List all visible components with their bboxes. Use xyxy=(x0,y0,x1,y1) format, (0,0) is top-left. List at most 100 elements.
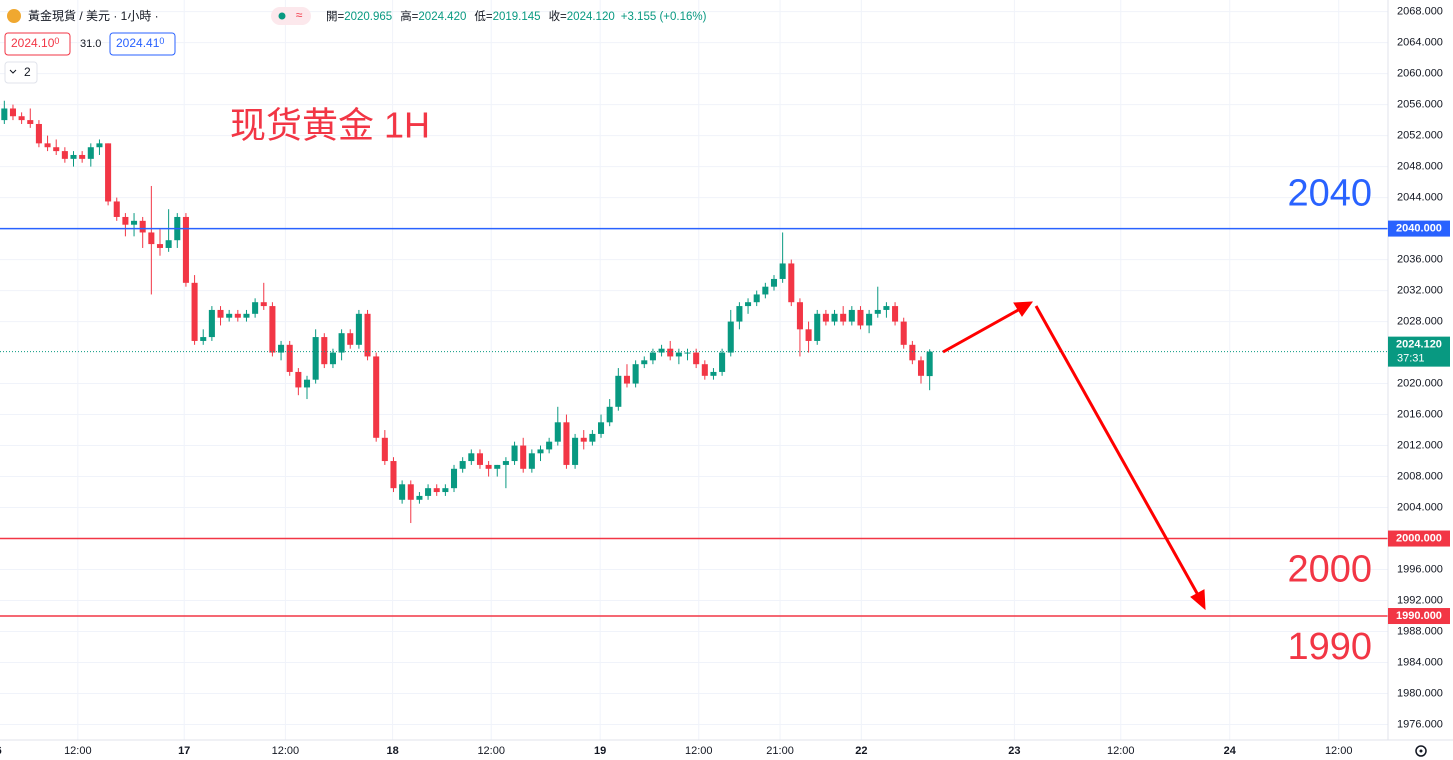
spread: 31.0 xyxy=(80,38,101,50)
candle-body xyxy=(139,220,146,233)
candle-body xyxy=(770,278,778,287)
candle-body xyxy=(874,309,881,314)
settings-button[interactable] xyxy=(1415,745,1427,757)
candle-body xyxy=(909,344,916,361)
x-tick-label: 12:00 xyxy=(477,745,505,757)
ask-main: 2024.41 xyxy=(116,36,160,50)
candle-body xyxy=(27,120,34,124)
y-tick-label: 2048.000 xyxy=(1397,161,1443,173)
candle-body xyxy=(407,484,414,500)
level-label-box xyxy=(1388,530,1450,547)
status-pill[interactable] xyxy=(271,7,311,25)
candle-body xyxy=(502,461,509,465)
chart-title: 现货黄金 1H xyxy=(230,105,430,146)
y-tick-label: 1976.000 xyxy=(1397,718,1443,730)
candle-body xyxy=(355,313,362,345)
x-tick-label: 17 xyxy=(178,745,190,757)
candle-body xyxy=(347,333,354,345)
candle-body xyxy=(191,282,198,341)
last-price-label: 2024.120 xyxy=(1396,339,1442,351)
candle-body xyxy=(719,352,726,372)
candle-body xyxy=(252,302,259,314)
level-label: 1990.000 xyxy=(1396,610,1442,622)
x-tick-label: 18 xyxy=(386,745,398,757)
candle-body xyxy=(745,302,752,307)
y-tick-label: 1984.000 xyxy=(1397,656,1443,668)
candle-body xyxy=(442,488,449,493)
y-tick-label: 2016.000 xyxy=(1397,408,1443,420)
y-tick-label: 1980.000 xyxy=(1397,687,1443,699)
candle-body xyxy=(892,306,899,322)
gear-icon xyxy=(1419,749,1423,753)
x-tick-label: 22 xyxy=(855,745,867,757)
candle-body xyxy=(848,309,855,322)
ask: 2024.410 xyxy=(116,36,164,50)
candle-body xyxy=(753,294,760,303)
arrow-line xyxy=(942,307,1021,354)
candle-body xyxy=(87,147,94,159)
y-tick-label: 2044.000 xyxy=(1397,191,1443,203)
candle-body xyxy=(917,360,925,376)
y-tick-label: 2020.000 xyxy=(1397,377,1443,389)
candle-body xyxy=(606,406,613,423)
candle-body xyxy=(182,216,189,283)
candle-body xyxy=(226,313,233,318)
candle-body xyxy=(546,441,553,450)
candle-body xyxy=(131,220,138,225)
candle-body xyxy=(312,337,319,380)
candle-body xyxy=(450,468,458,489)
candle-body xyxy=(736,306,743,322)
legend-change: +3.155 (+0.16%) xyxy=(621,11,707,23)
x-tick-label: 12:00 xyxy=(1325,745,1353,757)
candle-body xyxy=(217,309,224,318)
candle-body xyxy=(572,437,579,465)
candle-body xyxy=(1,108,8,121)
x-tick-label: 16 xyxy=(0,745,2,757)
y-tick-label: 2064.000 xyxy=(1397,37,1443,49)
candle-body xyxy=(148,232,155,245)
y-tick-label: 1988.000 xyxy=(1397,625,1443,637)
last-price-box xyxy=(1388,336,1450,367)
x-tick-label: 12:00 xyxy=(1107,745,1135,757)
candle-body xyxy=(641,360,648,365)
candle-body xyxy=(866,313,873,326)
candle-body xyxy=(528,453,535,469)
candle-body xyxy=(243,313,250,318)
candle-body xyxy=(779,263,786,279)
y-tick-label: 2012.000 xyxy=(1397,439,1443,451)
legend-value: 2020.965 xyxy=(344,11,392,23)
candle-body xyxy=(338,333,345,353)
candle-body xyxy=(113,201,120,217)
candle-body xyxy=(476,453,483,465)
indicators-toggle[interactable] xyxy=(4,61,38,84)
candle-body xyxy=(70,154,77,159)
arrow-head xyxy=(1013,301,1034,317)
x-tick-label: 12:00 xyxy=(685,745,713,757)
chevron-icon xyxy=(9,69,17,74)
candle-body xyxy=(649,352,656,361)
candle-body xyxy=(598,422,605,434)
status-icon: ≈ xyxy=(296,8,303,22)
candle-body xyxy=(286,344,293,372)
candle-body xyxy=(485,464,492,469)
candle-body xyxy=(425,488,432,496)
y-tick-label: 2032.000 xyxy=(1397,284,1443,296)
indicator-count: 2 xyxy=(24,65,31,79)
level-note: 2000 xyxy=(1287,549,1372,591)
legend-key: 低= xyxy=(474,10,492,23)
candle-body xyxy=(615,375,622,407)
candle-body xyxy=(321,337,328,365)
candle-body xyxy=(35,123,42,144)
candle-body xyxy=(684,352,691,354)
candle-body xyxy=(658,348,665,353)
ask-box[interactable] xyxy=(109,32,176,56)
market-status xyxy=(278,12,286,20)
candle-body xyxy=(9,108,16,117)
candle-body xyxy=(260,302,267,307)
candle-body xyxy=(416,495,423,500)
header: 黃金現貨 / 美元 · 1小時 · ≈ 開=2020.965 高=2024.420… xyxy=(4,7,707,84)
x-tick-label: 19 xyxy=(594,745,606,757)
bid-box[interactable] xyxy=(4,32,71,56)
y-tick-label: 2028.000 xyxy=(1397,315,1443,327)
